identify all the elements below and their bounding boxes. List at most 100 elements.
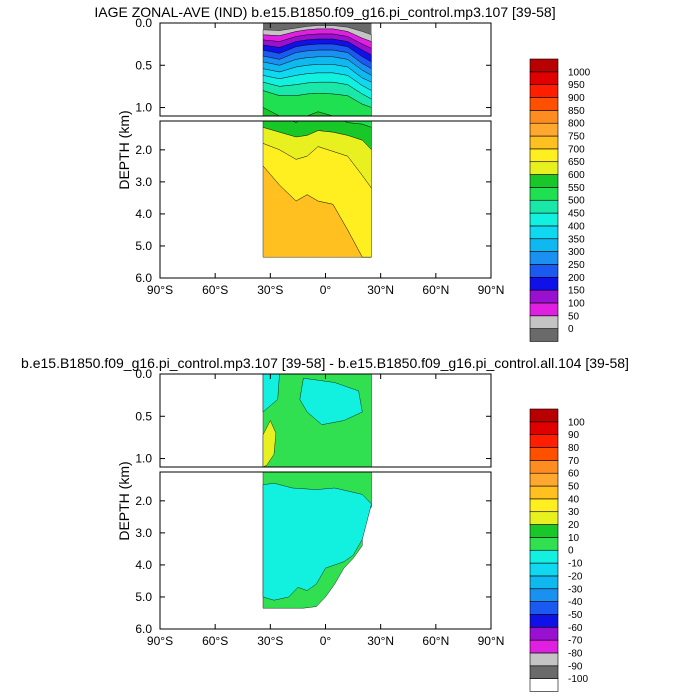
- age-colorbar-label: 1000: [568, 67, 591, 78]
- age-plot-lower: [262, 121, 372, 258]
- difference-xtick-label: 90°S: [147, 634, 173, 648]
- age-colorbar-swatch: [529, 174, 559, 188]
- age-panel-ylabel: DEPTH (km): [116, 110, 132, 189]
- difference-colorbar: -100-90-80-70-60-50-40-30-20-10010203040…: [529, 408, 588, 692]
- age-colorbar-label: 400: [568, 221, 585, 232]
- difference-xtick-label: 30°N: [367, 634, 394, 648]
- difference-colorbar-swatch: [529, 498, 559, 513]
- age-xtick-label: 60°N: [422, 283, 449, 297]
- difference-colorbar-label: -80: [568, 648, 583, 659]
- age-colorbar-swatch: [529, 328, 559, 342]
- age-colorbar-label: 350: [568, 234, 585, 245]
- age-colorbar-swatch: [529, 315, 559, 329]
- age-colorbar-swatch: [529, 276, 559, 291]
- difference-colorbar-swatch: [529, 678, 559, 692]
- age-colorbar-swatch: [529, 302, 559, 317]
- difference-colorbar-swatch: [529, 626, 559, 641]
- difference-colorbar-label: 50: [568, 482, 580, 493]
- difference-colorbar-swatch: [529, 447, 559, 461]
- difference-colorbar-swatch: [529, 524, 559, 538]
- diff-neg-patch-upper: [299, 377, 363, 425]
- difference-colorbar-swatch: [529, 408, 559, 423]
- age-colorbar-swatch: [529, 84, 559, 98]
- age-colorbar: 0501001502002503003504004505005506006507…: [529, 58, 591, 342]
- age-colorbar-swatch: [529, 199, 559, 214]
- difference-ytick-label: 0.0: [135, 367, 152, 381]
- difference-panel: b.e15.B1850.f09_g16.pi_control.mp3.107 […: [21, 355, 629, 692]
- age-ytick-label: 3.0: [135, 175, 152, 189]
- age-colorbar-swatch: [529, 225, 559, 240]
- difference-colorbar-swatch: [529, 434, 559, 448]
- difference-colorbar-label: -70: [568, 636, 583, 647]
- age-xtick-label: 90°S: [147, 283, 173, 297]
- age-ytick-label: 2.0: [135, 143, 152, 157]
- age-colorbar-swatch: [529, 148, 559, 163]
- age-colorbar-label: 300: [568, 247, 585, 258]
- difference-colorbar-label: -30: [568, 584, 583, 595]
- age-colorbar-label: 600: [568, 170, 585, 181]
- age-colorbar-label: 900: [568, 93, 585, 104]
- difference-colorbar-label: 60: [568, 469, 580, 480]
- difference-colorbar-label: -10: [568, 559, 583, 570]
- age-colorbar-label: 100: [568, 298, 585, 309]
- age-panel: IAGE ZONAL-AVE (IND) b.e15.B1850.f09_g16…: [94, 4, 591, 342]
- difference-colorbar-label: -20: [568, 571, 583, 582]
- difference-panel-ylabel: DEPTH (km): [116, 461, 132, 540]
- difference-colorbar-label: -40: [568, 597, 583, 608]
- difference-colorbar-swatch: [529, 537, 559, 551]
- age-colorbar-label: 850: [568, 106, 585, 117]
- age-ytick-label: 4.0: [135, 207, 152, 221]
- age-colorbar-swatch: [529, 264, 559, 278]
- age-colorbar-swatch: [529, 238, 559, 252]
- age-colorbar-swatch: [529, 71, 559, 85]
- age-axes: 90°S 60°S 30°S 0° 30°N 60°N 90°N 0.0 0.5 1.0 2.0 3.…: [135, 16, 504, 297]
- age-ytick-label: 1.0: [135, 101, 152, 115]
- difference-ytick-label: 6.0: [135, 622, 152, 636]
- difference-xtick-label: 60°S: [202, 634, 228, 648]
- age-band-0: [263, 23, 372, 35]
- difference-colorbar-label: 20: [568, 520, 580, 531]
- difference-colorbar-swatch: [529, 575, 559, 590]
- age-xtick-label: 0°: [320, 283, 332, 297]
- age-ytick-label: 0.5: [135, 58, 152, 72]
- difference-colorbar-swatch: [529, 588, 559, 602]
- age-ytick-label: 6.0: [135, 271, 152, 285]
- difference-ytick-label: 5.0: [135, 590, 152, 604]
- difference-colorbar-swatch: [529, 485, 559, 500]
- diff-neg-surface-upper: [262, 374, 280, 413]
- age-colorbar-label: 500: [568, 196, 585, 207]
- age-xtick-label: 90°N: [478, 283, 505, 297]
- difference-colorbar-swatch: [529, 562, 559, 577]
- age-xtick-label: 30°N: [367, 283, 394, 297]
- age-ytick-label: 0.0: [135, 16, 152, 30]
- difference-colorbar-label: 40: [568, 494, 580, 505]
- age-band-12: [262, 107, 334, 116]
- difference-colorbar-label: -50: [568, 610, 583, 621]
- age-colorbar-label: 450: [568, 209, 585, 220]
- age-colorbar-swatch: [529, 161, 559, 175]
- age-colorbar-swatch: [529, 122, 559, 137]
- difference-colorbar-label: 0: [568, 546, 574, 557]
- difference-colorbar-swatch: [529, 614, 559, 628]
- difference-ytick-label: 1.0: [135, 452, 152, 466]
- difference-colorbar-swatch: [529, 472, 559, 487]
- age-colorbar-label: 800: [568, 119, 585, 130]
- difference-ytick-label: 2.0: [135, 494, 152, 508]
- difference-plot-upper: [262, 374, 372, 467]
- difference-colorbar-swatch: [529, 421, 559, 435]
- difference-colorbar-label: 30: [568, 507, 580, 518]
- age-colorbar-label: 50: [568, 311, 580, 322]
- difference-colorbar-label: 100: [568, 417, 585, 428]
- age-xtick-label: 60°S: [202, 283, 228, 297]
- age-band-15: [262, 165, 372, 258]
- age-colorbar-swatch: [529, 251, 559, 265]
- difference-colorbar-swatch: [529, 652, 559, 667]
- difference-colorbar-label: -60: [568, 623, 583, 634]
- difference-xtick-label: 30°S: [257, 634, 283, 648]
- age-colorbar-swatch: [529, 289, 559, 304]
- difference-colorbar-swatch: [529, 549, 559, 564]
- age-colorbar-swatch: [529, 97, 559, 111]
- difference-colorbar-label: 70: [568, 456, 580, 467]
- difference-xtick-label: 90°N: [478, 634, 505, 648]
